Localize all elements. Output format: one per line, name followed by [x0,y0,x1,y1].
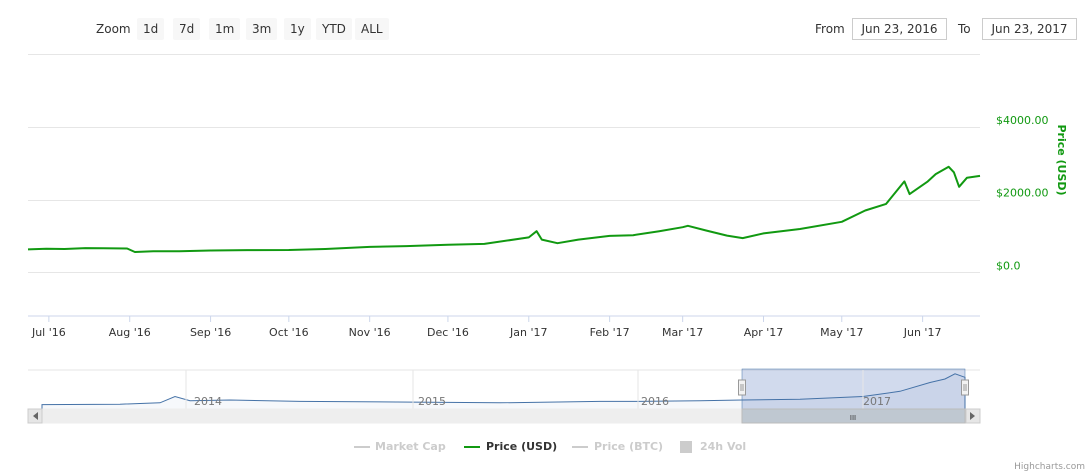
navigator-year-label: 2016 [641,395,669,408]
legend-item-price-usd[interactable]: Price (USD) [486,440,558,453]
y-axis-ticks: $0.0 $2000.00 $4000.00 [996,114,1049,273]
x-tick-label: Jul '16 [31,326,66,339]
price-usd-series-line[interactable] [27,165,981,253]
legend-symbol-24h-vol [680,441,692,453]
legend-item-price-btc[interactable]: Price (BTC) [594,440,664,453]
navigator-year-label: 2015 [418,395,446,408]
y-axis-title: Price (USD) [1055,124,1068,195]
zoom-3m-button[interactable]: 3m [246,18,278,40]
zoom-7d-button[interactable]: 7d [173,18,201,40]
navigator-year-label: 2014 [194,395,222,408]
x-tick-label: Mar '17 [662,326,703,339]
zoom-label: Zoom [96,22,131,36]
zoom-1d-button[interactable]: 1d [137,18,165,40]
navigator-year-label: 2017 [863,395,891,408]
scrollbar-thumb[interactable] [741,408,966,424]
x-tick-label: Apr '17 [744,326,784,339]
navigator-left-handle[interactable] [738,379,746,396]
from-label: From [815,22,845,36]
legend-item-24h-vol[interactable]: 24h Vol [700,440,747,453]
x-tick-label: Aug '16 [109,326,151,339]
legend-item-market-cap[interactable]: Market Cap [375,440,446,453]
scrollbar[interactable]: III [27,408,981,424]
navigator-right-handle[interactable] [961,379,969,396]
zoom-1y-button[interactable]: 1y [284,18,311,40]
x-tick-label: May '17 [820,326,863,339]
x-tick-label: Oct '16 [269,326,309,339]
y-tick-label: $0.0 [996,259,1021,272]
navigator[interactable]: 2014 2015 2016 2017 [28,368,980,410]
to-date-input[interactable]: Jun 23, 2017 [982,18,1077,40]
x-tick-label: Feb '17 [590,326,630,339]
x-tick-label: Sep '16 [190,326,231,339]
x-tick-label: Jan '17 [509,326,547,339]
zoom-all-button[interactable]: ALL [355,18,389,40]
x-axis-ticks: Jul '16 Aug '16 Sep '16 Oct '16 Nov '16 Dec '… [31,316,942,339]
zoom-1m-button[interactable]: 1m [209,18,241,40]
zoom-ytd-button[interactable]: YTD [316,18,352,40]
y-tick-label: $2000.00 [996,187,1049,200]
y-tick-label: $4000.00 [996,114,1049,127]
grid-lines [28,54,980,273]
arrow-right-icon [970,412,975,420]
scrollbar-grip: III [850,414,856,422]
from-date-input[interactable]: Jun 23, 2016 [852,18,947,40]
x-tick-label: Jun '17 [903,326,942,339]
x-tick-label: Dec '16 [427,326,469,339]
navigator-series-line [41,373,966,410]
arrow-left-icon [33,412,38,420]
highcharts-credit[interactable]: Highcharts.com [1014,462,1085,472]
x-tick-label: Nov '16 [349,326,391,339]
to-label: To [958,22,971,36]
